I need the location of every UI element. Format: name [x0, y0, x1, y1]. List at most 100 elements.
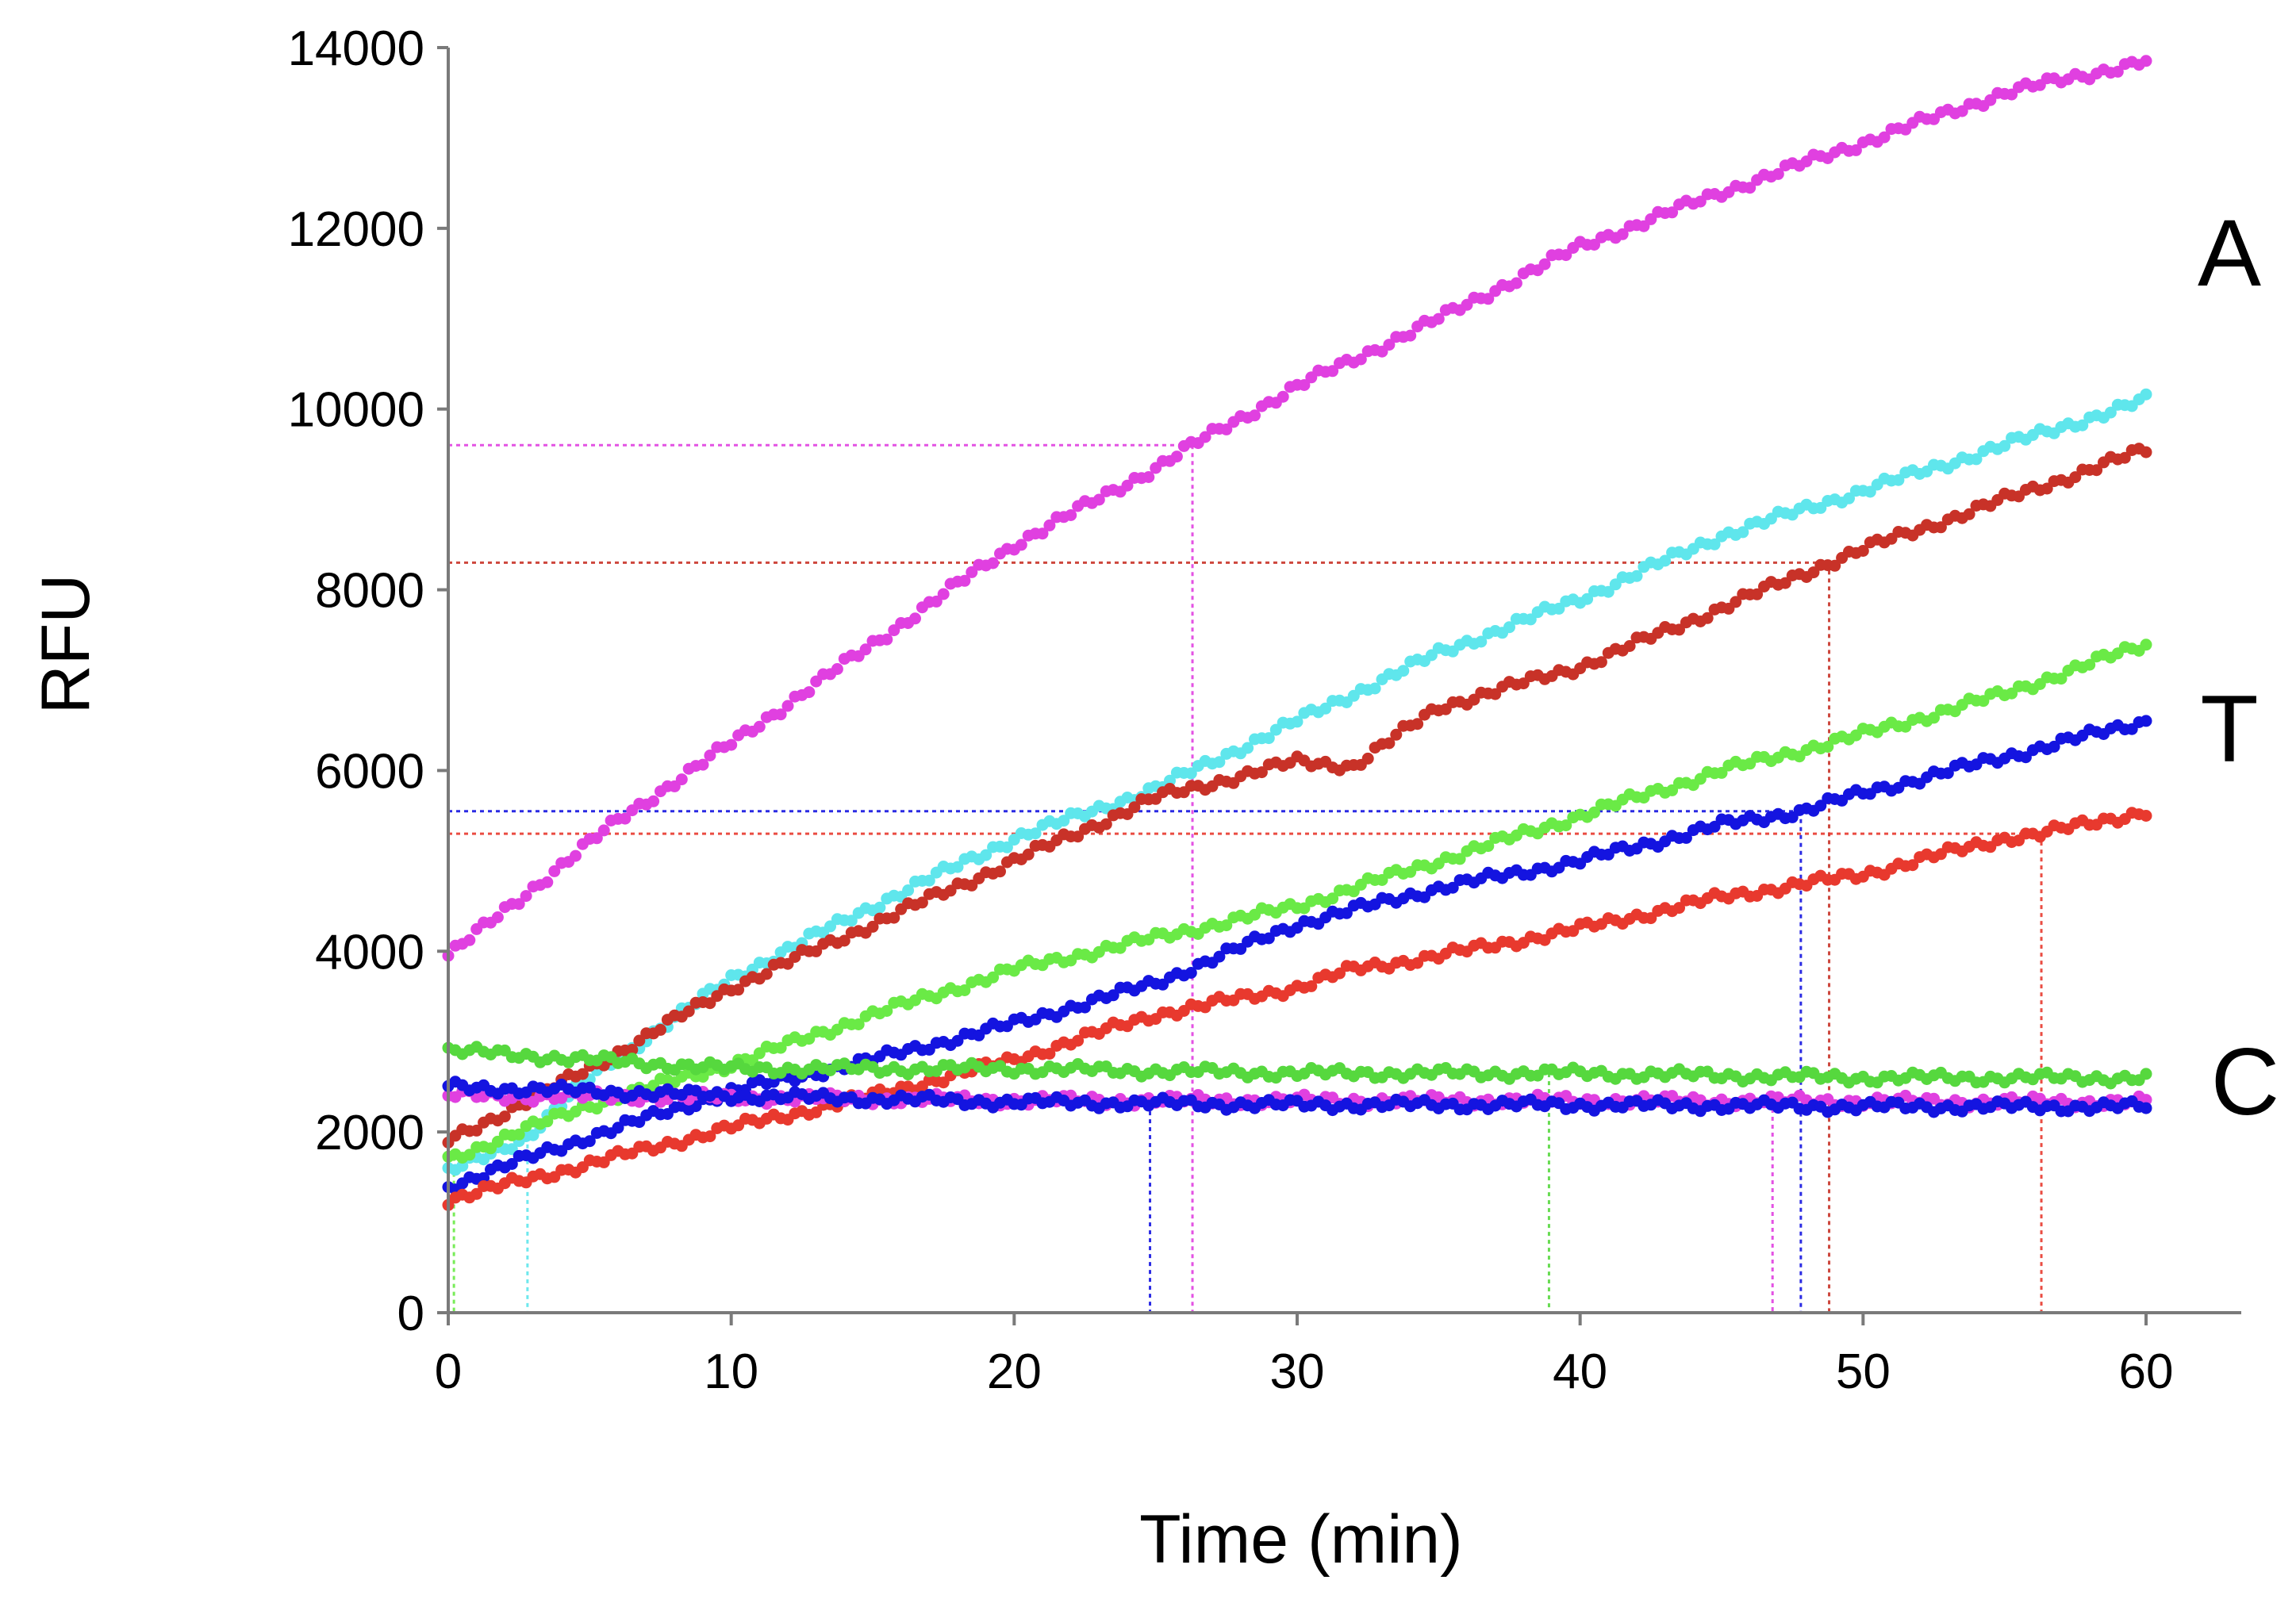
data-point [958, 984, 971, 996]
data-point [590, 832, 603, 845]
group-label-c: C [2211, 1029, 2280, 1135]
data-point [548, 865, 561, 877]
data-point [1446, 881, 1459, 894]
data-point [541, 1115, 554, 1128]
y-tick-label: 0 [397, 1287, 424, 1341]
data-point [2076, 419, 2089, 431]
data-point [682, 1005, 695, 1018]
data-point [505, 1158, 518, 1170]
series-a-cyan [442, 388, 2152, 1176]
data-point [1383, 737, 1396, 750]
y-tick-label: 8000 [315, 564, 424, 619]
data-point [1092, 493, 1105, 506]
data-point [958, 574, 971, 587]
series-layer [442, 55, 2152, 1211]
x-tick-label: 30 [1270, 1344, 1325, 1399]
data-point [2083, 658, 2096, 671]
data-point [859, 643, 872, 656]
data-point [1107, 989, 1119, 1002]
data-point [1666, 206, 1679, 219]
data-point [513, 1128, 525, 1141]
data-point [1079, 1001, 1091, 1014]
data-point [881, 1005, 893, 1017]
data-point [2091, 464, 2103, 477]
data-point [1730, 596, 1742, 608]
data-point [852, 1018, 865, 1030]
data-point [2111, 65, 2124, 78]
data-point [1772, 167, 1784, 180]
data-point [1213, 756, 1226, 769]
data-point [2140, 810, 2152, 822]
data-point [1892, 474, 1905, 486]
data-point [463, 934, 476, 946]
data-point [1298, 379, 1311, 391]
data-point [774, 708, 787, 721]
data-point [1941, 767, 1954, 780]
data-point [1390, 728, 1403, 741]
data-point [1043, 1048, 1056, 1060]
data-point [1482, 293, 1495, 305]
series-a-red [442, 443, 2152, 1149]
data-point [470, 1187, 483, 1200]
data-point [810, 945, 823, 957]
data-point [1963, 508, 1975, 520]
group-label-a: A [2198, 200, 2261, 306]
data-point [2140, 1068, 2152, 1080]
y-tick-label: 6000 [315, 744, 424, 799]
y-tick-label: 10000 [288, 383, 424, 438]
y-tick-label: 4000 [315, 925, 424, 980]
data-point [923, 874, 935, 887]
x-tick-label: 50 [1836, 1344, 1891, 1399]
data-point [1220, 919, 1233, 932]
data-point [916, 896, 928, 909]
data-point [1453, 853, 1466, 865]
data-point [1659, 554, 1672, 567]
data-point [845, 915, 858, 927]
data-point [930, 595, 943, 608]
data-point [541, 876, 554, 888]
data-point [951, 861, 964, 873]
data-point [1616, 228, 1629, 240]
data-point [1029, 827, 1042, 840]
data-point [1072, 830, 1085, 843]
data-point [888, 911, 900, 924]
data-point [1503, 621, 1515, 634]
x-tick-label: 10 [704, 1344, 758, 1399]
data-point [909, 612, 921, 625]
data-point [2140, 388, 2152, 401]
data-point [1856, 545, 1869, 557]
data-point [1482, 840, 1495, 853]
data-point [2069, 471, 2082, 484]
data-point [478, 1172, 490, 1184]
data-point [1411, 718, 1424, 731]
data-point [732, 984, 745, 996]
data-point [1829, 559, 1841, 572]
data-point [1291, 715, 1303, 728]
data-point [2104, 406, 2117, 419]
x-tick-label: 20 [987, 1344, 1042, 1399]
data-point [1878, 131, 1891, 144]
data-point [498, 1110, 511, 1123]
data-point [2055, 673, 2068, 685]
data-point [1327, 365, 1339, 378]
data-point [513, 898, 525, 911]
data-point [1072, 1034, 1085, 1047]
data-point [902, 884, 915, 896]
y-tick-label: 2000 [315, 1106, 424, 1160]
x-tick-label: 60 [2119, 1344, 2174, 1399]
data-point [1814, 800, 1827, 812]
y-ticks: 0 2000 4000 6000 8000 10000 12000 14000 [288, 21, 448, 1341]
data-point [810, 1106, 823, 1118]
data-point [675, 773, 688, 786]
data-point [576, 1068, 589, 1080]
data-point [1822, 741, 1834, 753]
data-point [1334, 967, 1346, 980]
data-point [1213, 950, 1226, 963]
data-point [704, 1130, 716, 1143]
data-point [1220, 423, 1233, 435]
series-t-blue [442, 715, 2152, 1196]
group-label-t: T [2200, 676, 2258, 782]
data-point [1262, 732, 1275, 745]
data-point [1928, 711, 1940, 724]
data-point [1623, 640, 1636, 652]
